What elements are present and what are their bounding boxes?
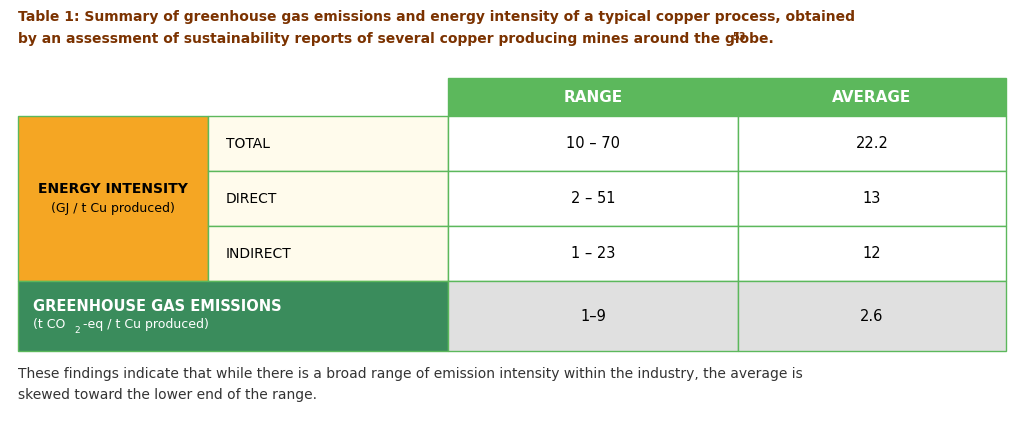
Bar [18,78,449,116]
Bar [208,171,449,226]
Text: (GJ / t Cu produced): (GJ / t Cu produced) [51,202,175,215]
Bar [738,281,1006,351]
Text: 53: 53 [732,32,745,42]
Text: AVERAGE: AVERAGE [833,90,911,104]
Text: RANGE: RANGE [563,90,623,104]
Text: These findings indicate that while there is a broad range of emission intensity : These findings indicate that while there… [18,367,803,402]
Text: 1 – 23: 1 – 23 [570,246,615,261]
Bar [738,226,1006,281]
Text: INDIRECT: INDIRECT [226,246,292,261]
Text: 1–9: 1–9 [580,309,606,324]
Text: 10 – 70: 10 – 70 [566,136,620,151]
Bar [738,116,1006,171]
Bar [449,171,738,226]
Bar [449,78,738,116]
Text: by an assessment of sustainability reports of several copper producing mines aro: by an assessment of sustainability repor… [18,32,774,46]
Bar [449,226,738,281]
Text: DIRECT: DIRECT [226,191,278,206]
Bar [208,116,449,171]
Text: 2 – 51: 2 – 51 [570,191,615,206]
Text: -eq / t Cu produced): -eq / t Cu produced) [83,318,209,331]
Bar [449,116,738,171]
Text: 2: 2 [74,326,80,335]
Text: 13: 13 [863,191,882,206]
Bar [449,281,738,351]
Text: 22.2: 22.2 [856,136,889,151]
Text: (t CO: (t CO [33,318,66,331]
Text: 2.6: 2.6 [860,309,884,324]
Text: ENERGY INTENSITY: ENERGY INTENSITY [38,182,188,195]
Bar [738,171,1006,226]
Bar [18,281,449,351]
Bar [18,116,208,281]
Text: Table 1: Summary of greenhouse gas emissions and energy intensity of a typical c: Table 1: Summary of greenhouse gas emiss… [18,10,855,24]
Text: TOTAL: TOTAL [226,136,270,151]
Bar [738,78,1006,116]
Text: 12: 12 [862,246,882,261]
Text: GREENHOUSE GAS EMISSIONS: GREENHOUSE GAS EMISSIONS [33,298,282,313]
Bar [208,226,449,281]
